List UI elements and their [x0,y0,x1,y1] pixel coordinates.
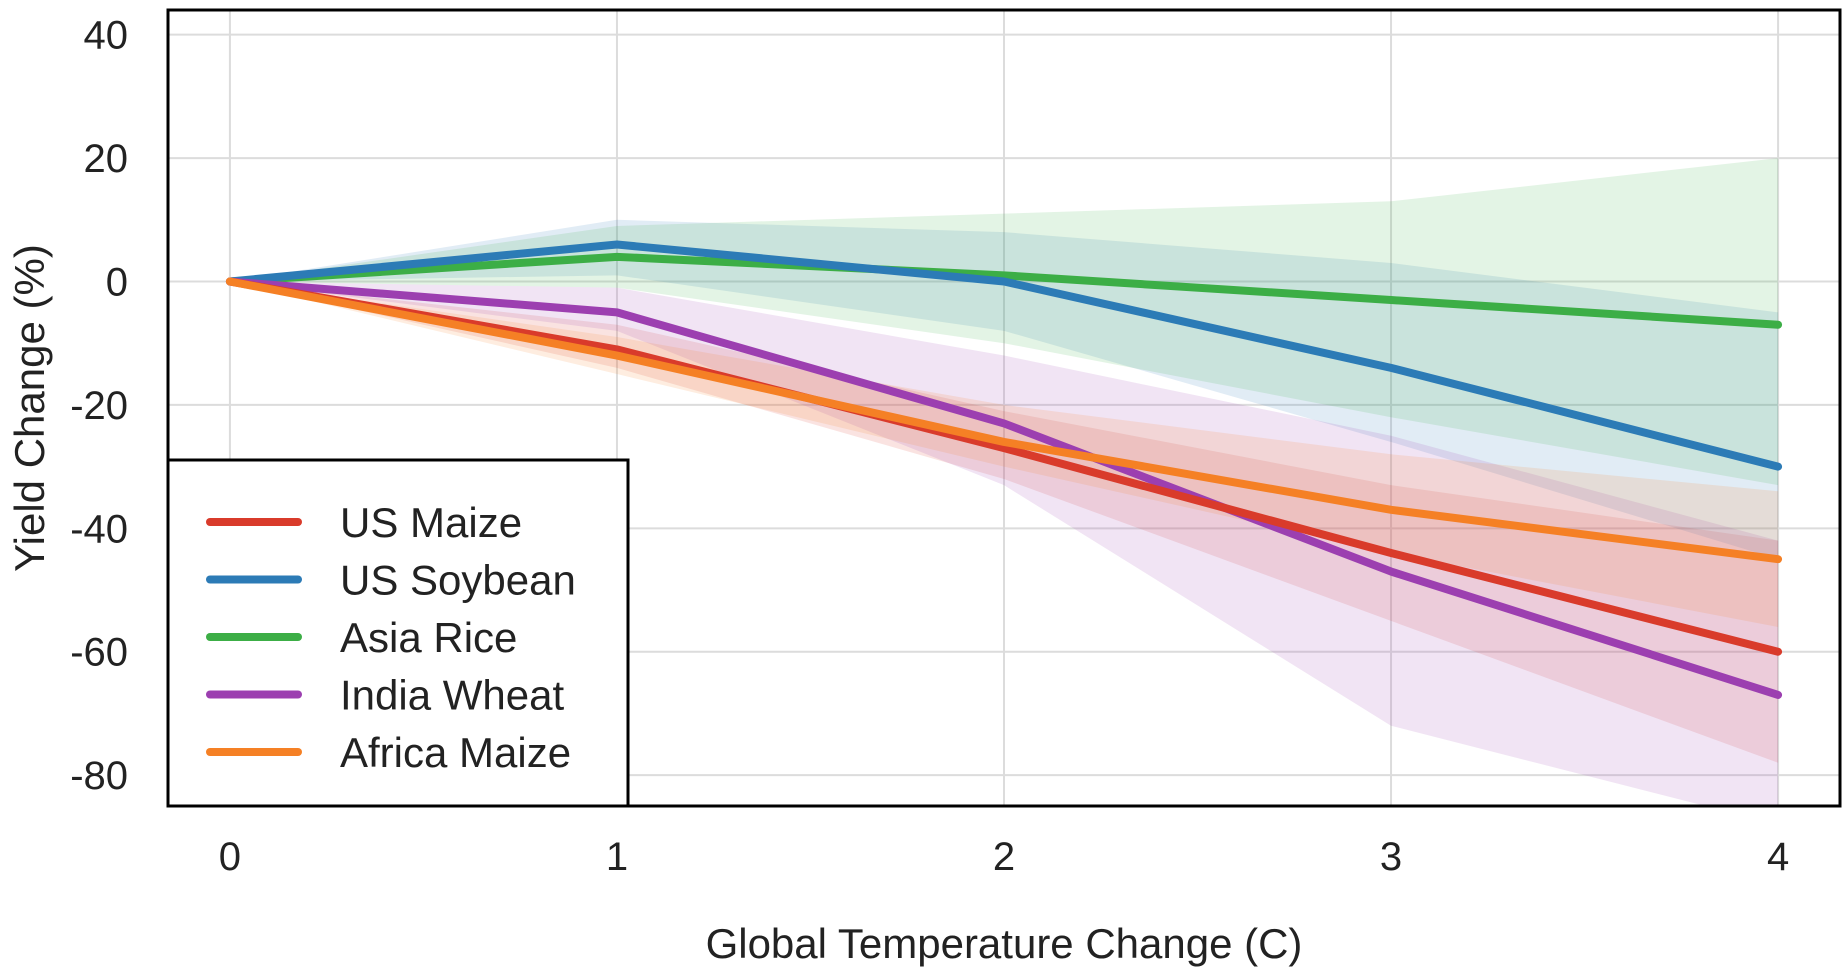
line-us-maize [225,277,1783,656]
y-axis-label: Yield Change (%) [6,244,53,572]
legend-label: US Soybean [340,557,576,604]
series-lines [225,240,1783,699]
legend-label: Africa Maize [340,729,571,776]
x-axis-label: Global Temperature Change (C) [706,920,1303,967]
x-tick-label: 0 [219,835,241,879]
y-tick-label: 20 [84,137,129,181]
y-axis-ticks: 40 20 0 -20 -40 -60 -80 [70,14,128,798]
line-africa-maize [225,277,1783,564]
y-tick-label: 0 [106,261,128,305]
line-us-soybean [225,240,1783,471]
x-tick-label: 3 [1380,835,1402,879]
y-tick-label: -80 [70,754,128,798]
legend-label: Asia Rice [340,614,517,661]
y-tick-label: -60 [70,631,128,675]
x-tick-label: 4 [1767,835,1789,879]
band-india-wheat [229,281,1779,806]
line-india-wheat [225,277,1783,699]
legend: US Maize US Soybean Asia Rice India Wheat Af… [166,458,630,808]
band-africa-maize [229,281,1779,628]
legend-label: US Maize [340,499,522,546]
x-tick-label: 1 [606,835,628,879]
line-asia-rice [225,252,1783,329]
y-tick-label: -40 [70,507,128,551]
x-axis-ticks: 0 1 2 3 4 [219,835,1789,879]
band-asia-rice [229,158,1779,486]
x-tick-label: 2 [993,835,1015,879]
band-us-soybean [229,219,1779,560]
plot-frame [166,8,1842,808]
legend-label: India Wheat [340,672,564,719]
y-tick-label: -20 [70,384,128,428]
y-tick-label: 40 [84,14,129,58]
